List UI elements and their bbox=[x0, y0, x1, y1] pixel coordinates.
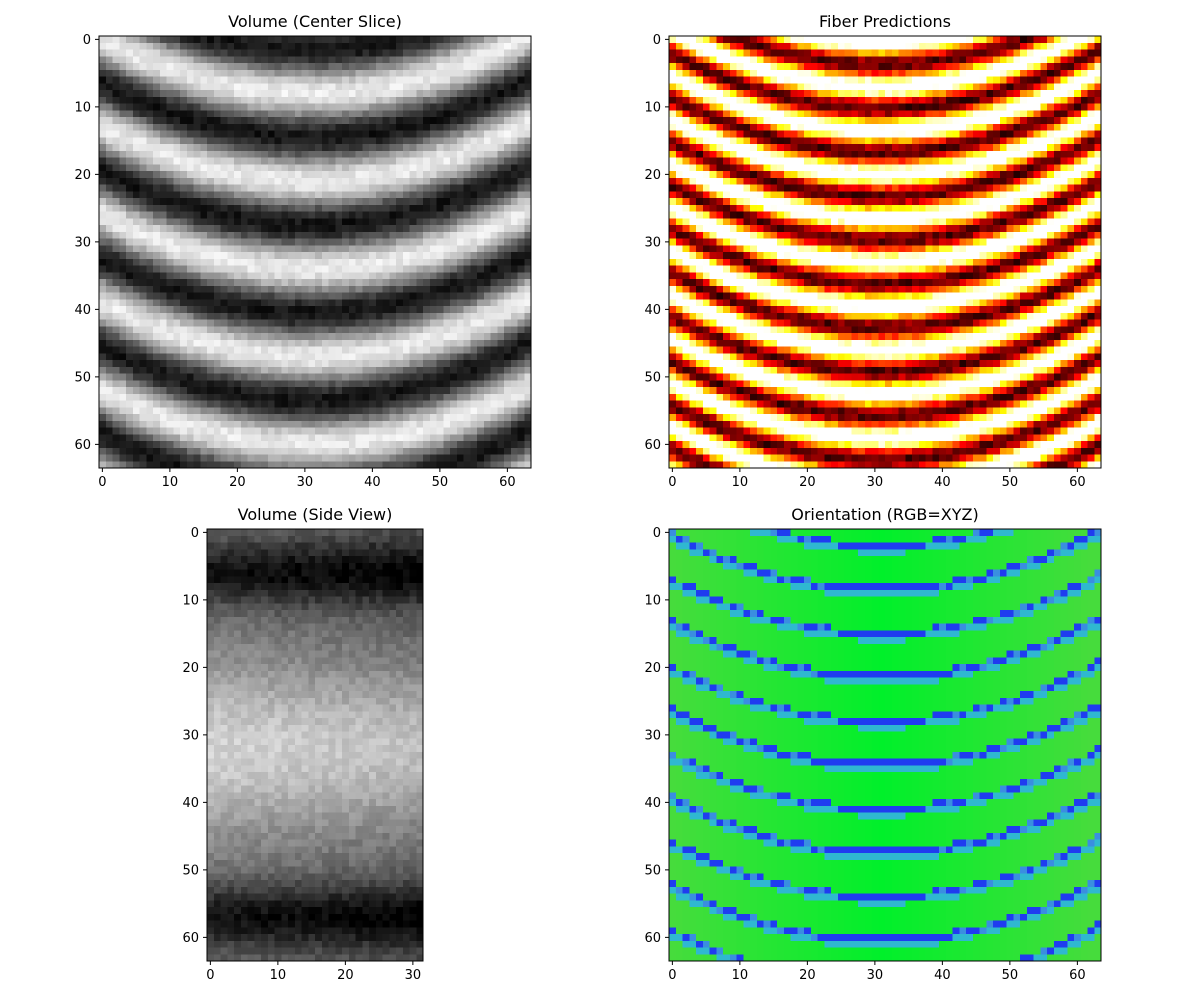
x-tick-label: 30 bbox=[867, 968, 884, 983]
heatmap-cells bbox=[99, 36, 532, 469]
y-tick-label: 30 bbox=[182, 728, 199, 743]
panel-volume-side-view: Volume (Side View) 0 10 20 30 0 10 20 30 40 50 60 bbox=[182, 505, 424, 983]
y-tick-label: 10 bbox=[644, 593, 661, 608]
x-tick-label: 0 bbox=[98, 475, 106, 490]
x-tick-label: 0 bbox=[206, 968, 214, 983]
y-tick-label: 50 bbox=[644, 863, 661, 878]
y-tick-label: 50 bbox=[644, 370, 661, 385]
y-tick-label: 0 bbox=[653, 33, 661, 48]
x-tick-label: 20 bbox=[799, 968, 816, 983]
panel-orientation: Orientation (RGB=XYZ) 0 10 20 30 40 50 60 0 10 20… bbox=[644, 505, 1102, 983]
panel-title: Fiber Predictions bbox=[819, 12, 951, 31]
x-tick-label: 10 bbox=[270, 968, 287, 983]
y-tick-label: 30 bbox=[74, 235, 91, 250]
y-tick-label: 40 bbox=[644, 796, 661, 811]
x-tick-label: 10 bbox=[162, 475, 179, 490]
y-tick-label: 40 bbox=[74, 303, 91, 318]
x-tick-label: 40 bbox=[364, 475, 381, 490]
axes-frame bbox=[98, 35, 532, 469]
y-tick-label: 20 bbox=[182, 661, 199, 676]
y-tick-label: 50 bbox=[182, 863, 199, 878]
x-tick-label: 0 bbox=[668, 968, 676, 983]
y-tick-label: 20 bbox=[644, 168, 661, 183]
x-tick-label: 30 bbox=[297, 475, 314, 490]
axes-frame bbox=[668, 528, 1102, 962]
panel-title: Volume (Side View) bbox=[238, 505, 393, 524]
y-tick-label: 10 bbox=[644, 100, 661, 115]
y-tick-label: 60 bbox=[644, 438, 661, 453]
heatmap-plot: 0 10 20 30 0 10 20 30 40 50 60 bbox=[182, 526, 424, 983]
x-tick-label: 20 bbox=[229, 475, 246, 490]
heatmap-cells bbox=[669, 529, 1102, 962]
panel-fiber-predictions: Fiber Predictions 0 10 20 30 40 50 60 0 10 20 30 40… bbox=[644, 12, 1102, 490]
x-tick-label: 50 bbox=[432, 475, 449, 490]
heatmap-cells bbox=[669, 36, 1102, 469]
y-tick-label: 20 bbox=[74, 168, 91, 183]
x-tick-label: 20 bbox=[799, 475, 816, 490]
y-tick-label: 0 bbox=[83, 33, 91, 48]
heatmap-plot: 0 10 20 30 40 50 60 0 10 20 30 40 50 60 bbox=[74, 33, 532, 490]
x-tick-label: 60 bbox=[1069, 475, 1086, 490]
heatmap-plot: 0 10 20 30 40 50 60 0 10 20 30 40 50 60 bbox=[644, 526, 1102, 983]
x-tick-label: 10 bbox=[732, 968, 749, 983]
y-tick-label: 50 bbox=[74, 370, 91, 385]
y-tick-label: 40 bbox=[644, 303, 661, 318]
x-tick-label: 60 bbox=[499, 475, 516, 490]
x-tick-label: 30 bbox=[405, 968, 422, 983]
x-tick-label: 20 bbox=[337, 968, 354, 983]
heatmap-plot: 0 10 20 30 40 50 60 0 10 20 30 40 50 60 bbox=[644, 33, 1102, 490]
x-tick-label: 60 bbox=[1069, 968, 1086, 983]
y-tick-label: 30 bbox=[644, 235, 661, 250]
heatmap-cells bbox=[207, 529, 424, 962]
x-tick-label: 10 bbox=[732, 475, 749, 490]
y-tick-label: 10 bbox=[182, 593, 199, 608]
y-tick-label: 20 bbox=[644, 661, 661, 676]
x-tick-label: 50 bbox=[1002, 475, 1019, 490]
x-tick-label: 40 bbox=[934, 475, 951, 490]
y-tick-label: 40 bbox=[182, 796, 199, 811]
y-tick-label: 0 bbox=[191, 526, 199, 541]
y-tick-label: 10 bbox=[74, 100, 91, 115]
axes-frame bbox=[668, 35, 1102, 469]
panel-title: Volume (Center Slice) bbox=[228, 12, 402, 31]
x-tick-label: 30 bbox=[867, 475, 884, 490]
x-tick-label: 50 bbox=[1002, 968, 1019, 983]
panel-volume-center-slice: Volume (Center Slice) 0 10 20 30 40 50 60 0 10 20… bbox=[74, 12, 532, 490]
y-tick-label: 30 bbox=[644, 728, 661, 743]
y-tick-label: 60 bbox=[74, 438, 91, 453]
y-tick-label: 60 bbox=[182, 931, 199, 946]
x-tick-label: 40 bbox=[934, 968, 951, 983]
panel-title: Orientation (RGB=XYZ) bbox=[791, 505, 979, 524]
x-tick-label: 0 bbox=[668, 475, 676, 490]
y-tick-label: 0 bbox=[653, 526, 661, 541]
axes-frame bbox=[206, 528, 424, 962]
y-tick-label: 60 bbox=[644, 931, 661, 946]
